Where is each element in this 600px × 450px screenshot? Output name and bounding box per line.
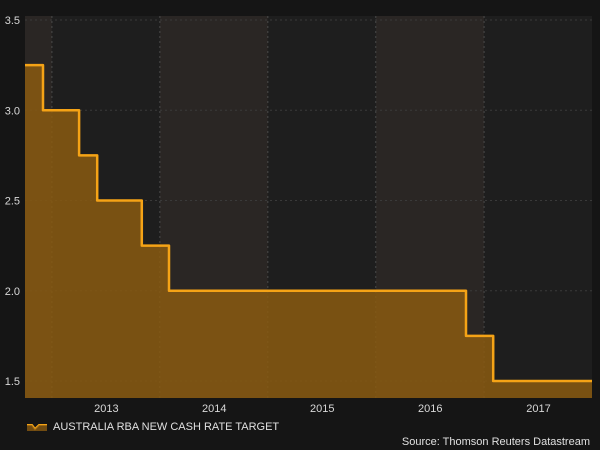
series-line [25,63,592,383]
x-tick-label: 2013 [94,403,118,415]
x-tick-label: 2016 [418,403,442,415]
legend-label: AUSTRALIA RBA NEW CASH RATE TARGET [53,421,280,433]
y-tick-label: 2.0 [5,286,20,298]
source-note: Source: Thomson Reuters Datastream [401,436,590,448]
legend-swatch [27,424,47,431]
x-tick-label: 2015 [310,403,334,415]
x-tick-label: 2017 [526,403,550,415]
y-tick-label: 1.5 [5,376,20,388]
y-tick-label: 2.5 [5,196,20,208]
y-tick-label: 3.5 [5,15,20,27]
y-tick-label: 3.0 [5,105,20,117]
series-area [25,65,592,398]
year-band [484,16,592,398]
legend: AUSTRALIA RBA NEW CASH RATE TARGET [26,421,279,433]
x-tick-label: 2014 [202,403,226,415]
